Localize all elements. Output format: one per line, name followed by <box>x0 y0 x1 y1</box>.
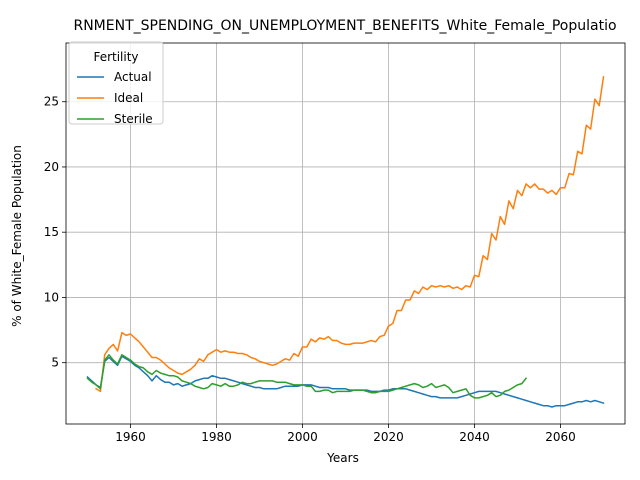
axes: 1960 1980 2000 2020 2040 2060 5 10 15 20 25 <box>44 95 576 444</box>
legend-items: Actual Ideal Sterile <box>77 70 153 126</box>
legend-label-ideal: Ideal <box>114 91 143 105</box>
series-line-ideal <box>95 76 605 393</box>
x-axis-label: Years <box>326 451 359 465</box>
series-lines <box>86 76 605 408</box>
legend: Fertility Actual Ideal Sterile <box>68 41 164 126</box>
x-tick-label: 2040 <box>459 430 490 444</box>
x-tick-label: 2000 <box>287 430 318 444</box>
series-line-actual <box>86 355 605 408</box>
legend-box <box>68 41 164 125</box>
series-line-sterile <box>86 354 528 399</box>
y-tick-label: 25 <box>44 95 59 109</box>
chart-title: RNMENT_SPENDING_ON_UNEMPLOYMENT_BENEFITS… <box>73 18 616 34</box>
plot-frame <box>65 42 626 425</box>
y-tick-label: 15 <box>44 225 59 239</box>
legend-label-actual: Actual <box>114 70 152 84</box>
x-tick-label: 1980 <box>201 430 232 444</box>
x-tick-label: 1960 <box>115 430 146 444</box>
y-tick-label: 10 <box>44 290 59 304</box>
y-tick-label: 20 <box>44 160 59 174</box>
legend-title: Fertility <box>93 50 138 64</box>
grid-lines <box>66 43 625 424</box>
x-tick-label: 2060 <box>545 430 576 444</box>
legend-label-sterile: Sterile <box>114 112 153 126</box>
y-tick-label: 5 <box>51 356 59 370</box>
x-tick-label: 2020 <box>373 430 404 444</box>
y-axis-label: % of White_Female Population <box>10 145 24 327</box>
